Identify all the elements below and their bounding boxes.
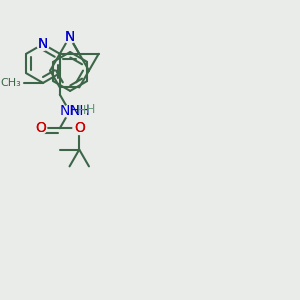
Text: N: N	[38, 37, 48, 51]
Circle shape	[63, 31, 76, 43]
Text: O: O	[74, 121, 85, 135]
Text: O: O	[35, 121, 46, 135]
Text: H: H	[85, 103, 94, 116]
Circle shape	[34, 122, 47, 134]
Text: CH₃: CH₃	[1, 78, 21, 88]
Circle shape	[37, 38, 49, 50]
Text: NH: NH	[70, 104, 90, 118]
Text: NH: NH	[59, 104, 80, 118]
Text: O: O	[74, 121, 85, 135]
Circle shape	[73, 122, 85, 134]
Text: O: O	[35, 121, 46, 135]
Text: N: N	[64, 30, 75, 44]
Circle shape	[63, 105, 76, 118]
Text: N: N	[38, 37, 48, 51]
Text: N: N	[64, 30, 75, 44]
Text: H: H	[76, 104, 86, 117]
